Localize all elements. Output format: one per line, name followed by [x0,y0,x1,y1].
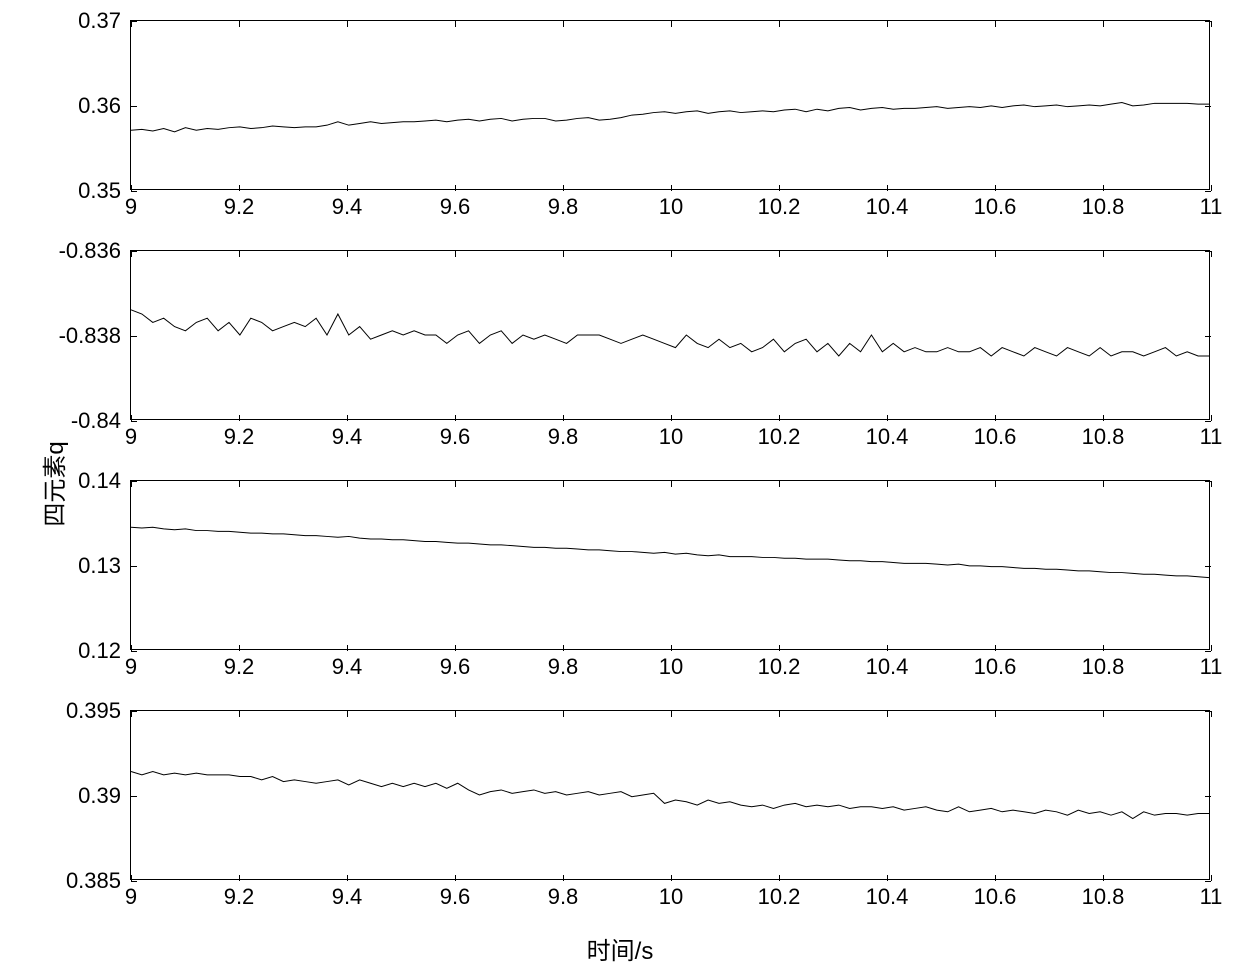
x-tick-label: 10 [659,419,683,450]
x-tick-label: 9.6 [440,419,471,450]
y-tick-label: -0.836 [59,238,131,264]
x-axis-label: 时间/s [587,931,654,966]
x-tick-label: 9.2 [224,649,255,680]
y-tick-label: 0.36 [78,93,131,119]
x-tick-label: 10.2 [758,189,801,220]
x-tick-label: 10.8 [1082,879,1125,910]
y-tick-label: 0.395 [66,698,131,724]
figure: 四元素q 时间/s 0.350.360.3799.29.49.69.81010.… [0,0,1240,968]
subplot-2: -0.84-0.838-0.83699.29.49.69.81010.210.4… [130,250,1210,420]
x-tick-label: 9.2 [224,189,255,220]
data-line [131,251,1209,419]
x-tick-label: 10.4 [866,649,909,680]
x-tick-label: 10.2 [758,879,801,910]
x-tick-label: 9.8 [548,419,579,450]
x-tick-label: 11 [1200,189,1223,220]
x-tick-label: 10.8 [1082,649,1125,680]
data-line [131,21,1209,189]
x-tick-label: 9.4 [332,189,363,220]
x-tick-mark [1211,645,1212,651]
y-tick-label: 0.12 [78,638,131,664]
x-tick-label: 10 [659,879,683,910]
x-tick-label: 10.8 [1082,419,1125,450]
x-tick-mark [1211,481,1212,487]
x-tick-mark [1211,251,1212,257]
y-tick-label: 0.37 [78,8,131,34]
y-tick-label: 0.385 [66,868,131,894]
y-tick-label: 0.14 [78,468,131,494]
x-tick-label: 9.6 [440,189,471,220]
y-tick-label: 0.35 [78,178,131,204]
x-tick-label: 10 [659,189,683,220]
x-tick-mark [1211,185,1212,191]
subplot-1: 0.350.360.3799.29.49.69.81010.210.410.61… [130,20,1210,190]
x-tick-label: 11 [1200,649,1223,680]
y-tick-label: 0.13 [78,553,131,579]
x-tick-label: 11 [1200,879,1223,910]
x-tick-label: 10.2 [758,649,801,680]
x-tick-label: 10.4 [866,189,909,220]
x-tick-label: 11 [1200,419,1223,450]
x-tick-label: 9.8 [548,649,579,680]
x-tick-label: 9.4 [332,649,363,680]
x-tick-label: 10.6 [974,649,1017,680]
subplot-3: 0.120.130.1499.29.49.69.81010.210.410.61… [130,480,1210,650]
x-tick-mark [1211,875,1212,881]
data-line [131,481,1209,649]
y-tick-label: 0.39 [78,783,131,809]
x-tick-mark [1211,415,1212,421]
x-tick-label: 9 [125,189,137,220]
subplot-4: 0.3850.390.39599.29.49.69.81010.210.410.… [130,710,1210,880]
x-tick-label: 10.6 [974,879,1017,910]
x-tick-label: 9 [125,419,137,450]
x-tick-label: 10.2 [758,419,801,450]
x-tick-label: 10.8 [1082,189,1125,220]
x-tick-label: 9.8 [548,189,579,220]
y-tick-label: -0.838 [59,323,131,349]
x-tick-label: 9.6 [440,649,471,680]
x-tick-label: 10.4 [866,879,909,910]
x-tick-label: 10 [659,649,683,680]
x-tick-label: 10.4 [866,419,909,450]
x-tick-label: 9.4 [332,879,363,910]
x-tick-label: 10.6 [974,189,1017,220]
x-tick-mark [1211,711,1212,717]
y-axis-label: 四元素q [35,441,70,526]
x-tick-label: 9 [125,649,137,680]
data-line [131,711,1209,879]
x-tick-label: 9.8 [548,879,579,910]
x-tick-mark [1211,21,1212,27]
y-tick-label: -0.84 [71,408,131,434]
x-tick-label: 9.2 [224,419,255,450]
x-tick-label: 9 [125,879,137,910]
x-tick-label: 10.6 [974,419,1017,450]
x-tick-label: 9.6 [440,879,471,910]
x-tick-label: 9.4 [332,419,363,450]
x-tick-label: 9.2 [224,879,255,910]
